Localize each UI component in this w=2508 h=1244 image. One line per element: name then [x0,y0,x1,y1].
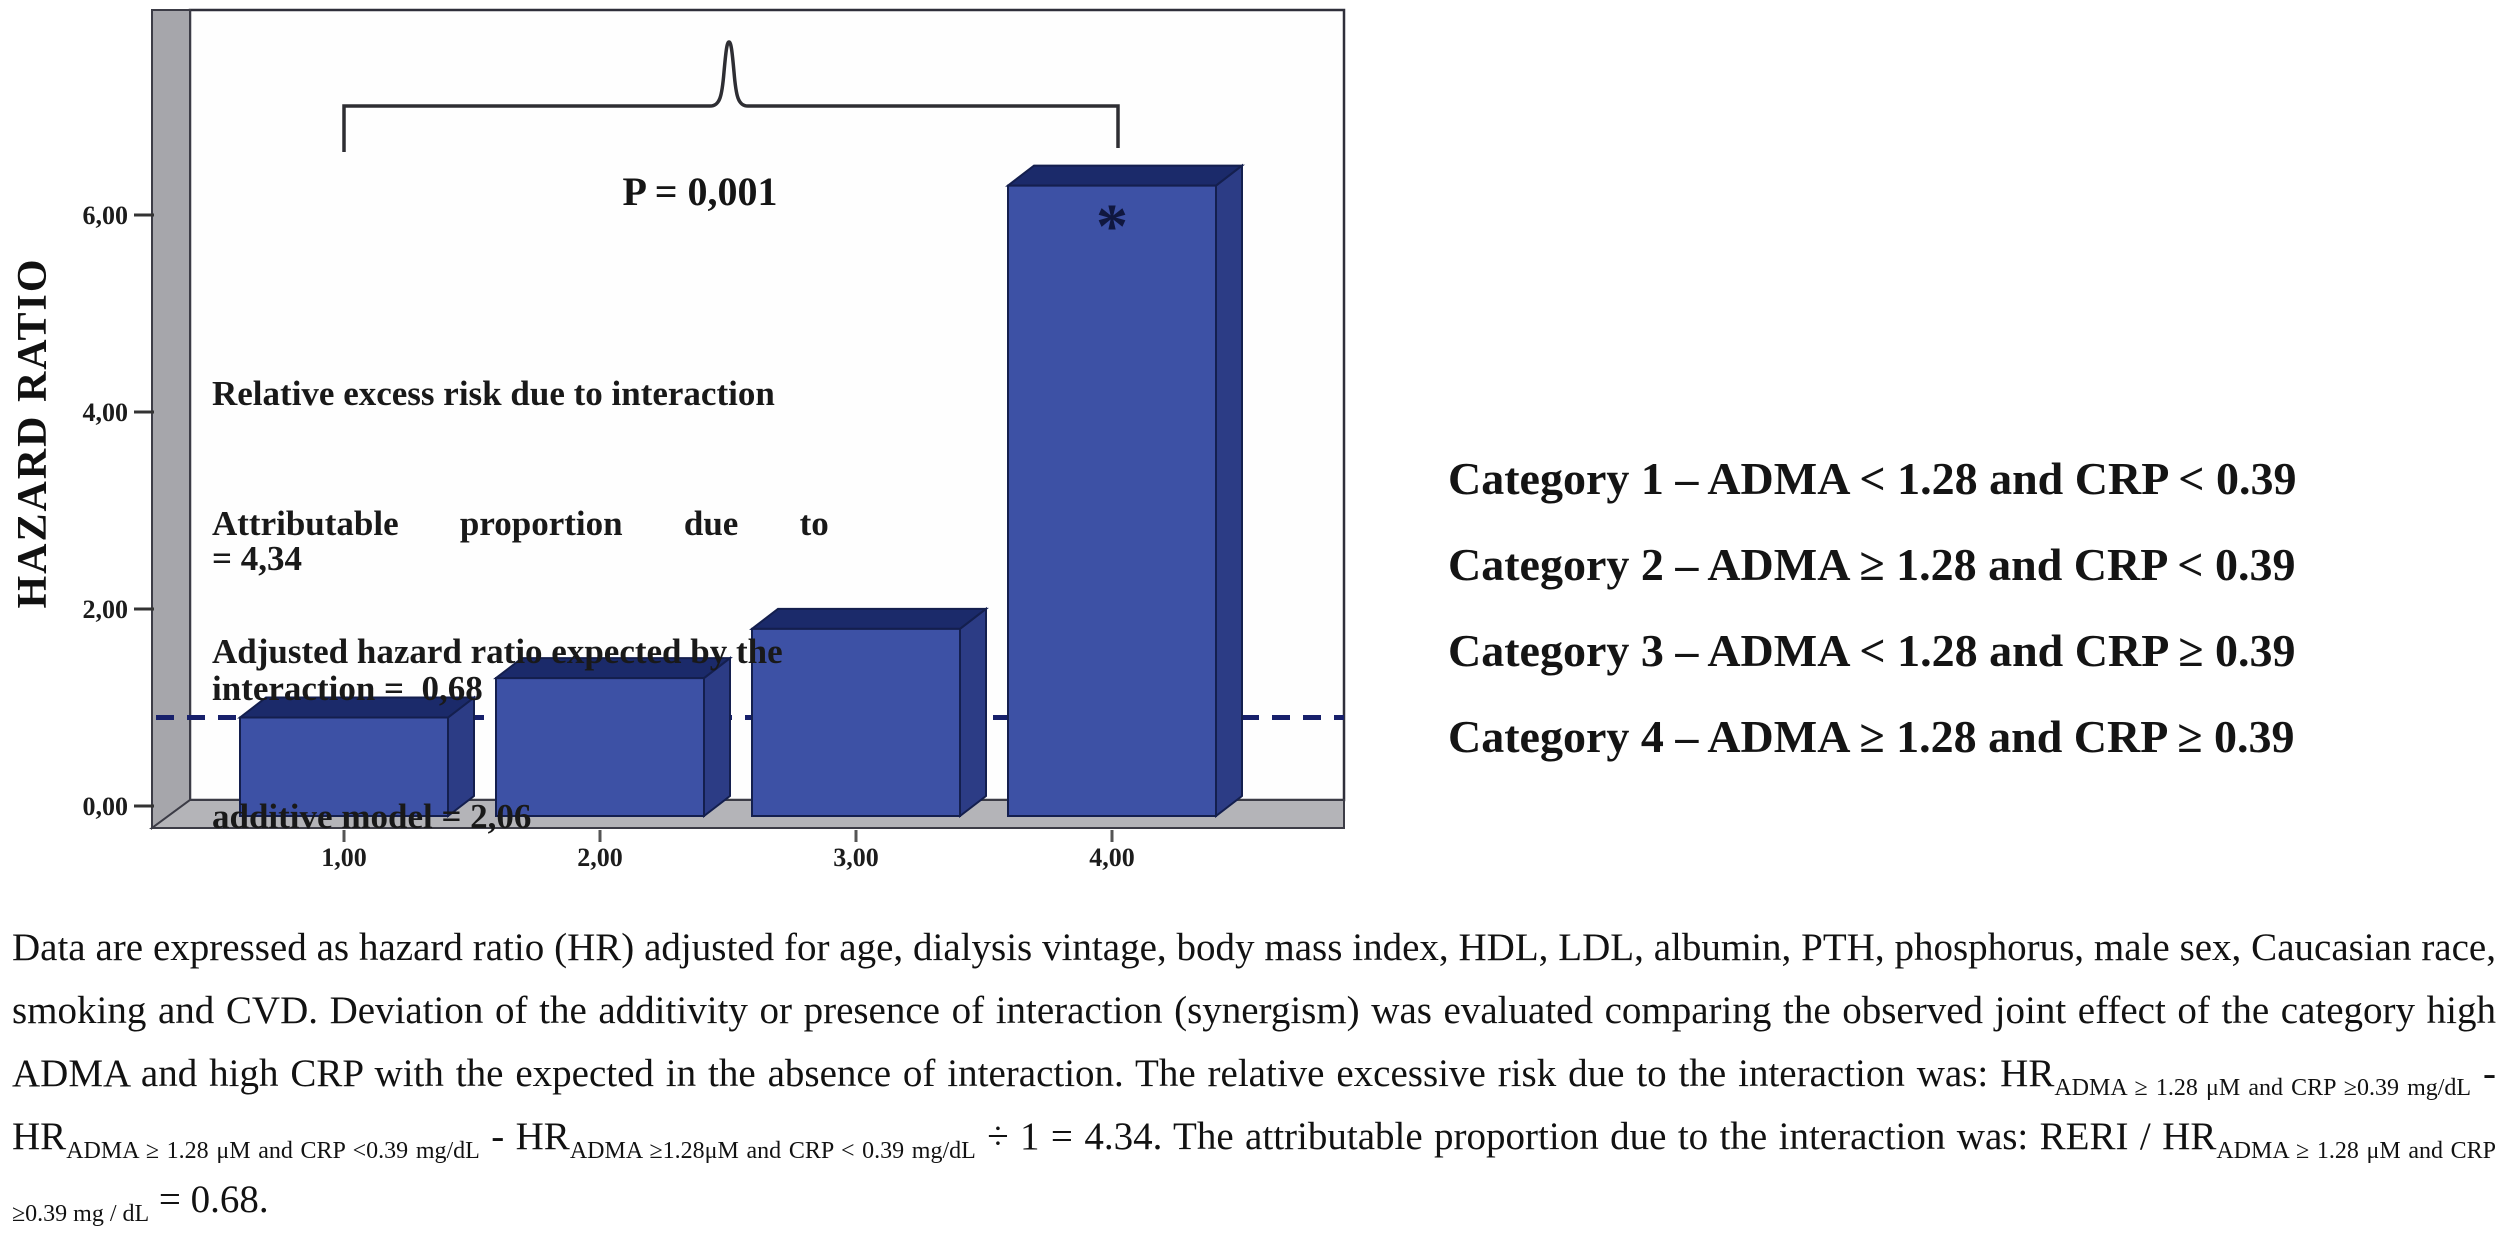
hazard-ratio-bar-chart: 0,00 2,00 4,00 6,00 1,00 2,00 3,00 4,00 * [83,8,1346,872]
annotation-relative-excess-risk: Relative excess risk due to interaction … [212,256,992,696]
legend-item-category-3: Category 3 – ADMA < 1.28 and CRP ≥ 0.39 [1448,625,2296,676]
category-legend: Category 1 – ADMA < 1.28 and CRP < 0.39 … [1448,436,2296,780]
annotation-line: interaction = 0,68 [212,669,483,708]
bar-category-1 [239,716,449,817]
annotation-attributable-proportion: Attributable proportion due to interacti… [212,386,992,826]
x-tick-label: 1,00 [321,843,367,872]
x-tick-label: 3,00 [833,843,879,872]
annotation-line: Attributable proportion due to [212,504,829,543]
significance-asterisk: * [1096,191,1128,262]
annotation-additive-model: Adjusted hazard ratio expected by the ad… [212,514,992,954]
y-tick-label: 4,00 [83,398,129,427]
chart-left-wall [151,9,191,830]
p-value-bracket [342,40,1120,152]
bar-category-3 [751,627,961,817]
legend-item-category-4: Category 4 – ADMA ≥ 1.28 and CRP ≥ 0.39 [1448,711,2295,762]
legend-item-category-2: Category 2 – ADMA ≥ 1.28 and CRP < 0.39 [1448,539,2296,590]
legend-item-category-1: Category 1 – ADMA < 1.28 and CRP < 0.39 [1448,453,2297,504]
y-tick-label: 0,00 [83,792,129,821]
bar-top-category-4 [1005,164,1245,187]
x-tick-label: 2,00 [577,843,623,872]
annotation-line: Relative excess risk due to interaction [212,374,775,413]
bar-category-2 [495,677,705,817]
bar-side-category-4 [1215,163,1243,819]
annotation-line: = 4,34 [212,539,302,578]
x-tick-label: 4,00 [1089,843,1135,872]
y-tick-label: 6,00 [83,201,129,230]
figure-caption: Data are expressed as hazard ratio (HR) … [12,926,2497,1227]
chart-dynamic-layer: 0,00 2,00 4,00 6,00 1,00 2,00 3,00 4,00 * [83,163,1344,872]
y-tick-label: 2,00 [83,595,129,624]
bar-category-4 [1007,184,1217,817]
annotation-line: Adjusted hazard ratio expected by the [212,632,783,671]
annotation-line: additive model = 2,06 [212,797,532,836]
p-value-label: P = 0,001 [622,169,778,214]
